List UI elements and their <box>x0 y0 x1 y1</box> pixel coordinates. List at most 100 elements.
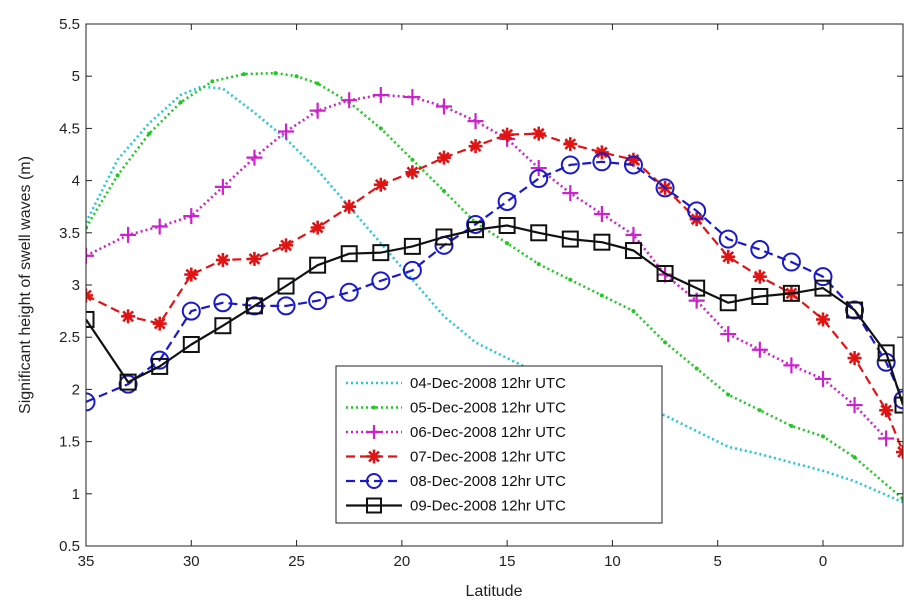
data-point <box>147 131 152 136</box>
data-point <box>847 351 862 366</box>
legend-label: 05-Dec-2008 12hr UTC <box>410 400 566 417</box>
data-point <box>852 455 857 460</box>
data-point <box>467 113 484 130</box>
data-point <box>315 81 320 86</box>
data-point <box>789 423 794 428</box>
y-tick-label: 4.5 <box>59 120 80 137</box>
data-point <box>86 247 94 264</box>
data-point <box>687 201 707 221</box>
ticks-layer: 35 30 25 20 15 10 5 0 0.5 1 1.5 2 2.5 3 3.5 4 4.5 5 5.5 <box>59 16 903 570</box>
data-point <box>782 284 800 302</box>
data-point <box>247 251 262 266</box>
data-point <box>593 206 610 223</box>
y-tick-label: 1 <box>72 486 80 503</box>
series-1 <box>86 85 903 504</box>
data-point <box>623 155 643 175</box>
data-point <box>694 366 699 371</box>
data-point <box>625 226 642 243</box>
x-tick-label: 20 <box>394 553 411 570</box>
data-point <box>120 226 137 243</box>
data-point <box>505 241 510 246</box>
y-tick-label: 5.5 <box>59 16 80 33</box>
data-point <box>152 316 167 331</box>
data-point <box>119 373 137 391</box>
data-point <box>276 296 296 316</box>
data-point <box>497 191 517 211</box>
data-point <box>341 92 358 109</box>
data-point <box>688 279 706 297</box>
series-line <box>86 160 903 403</box>
data-point <box>563 137 578 152</box>
data-point <box>366 473 382 489</box>
data-point <box>846 397 863 414</box>
data-point <box>404 89 421 106</box>
series-4 <box>86 126 903 460</box>
data-point <box>182 336 200 354</box>
legend-item: 07-Dec-2008 12hr UTC <box>346 449 566 466</box>
data-point <box>278 123 295 140</box>
data-point <box>115 173 120 178</box>
x-tick-label: 30 <box>183 553 200 570</box>
x-tick-label: 25 <box>288 553 305 570</box>
legend-label: 07-Dec-2008 12hr UTC <box>410 449 566 466</box>
data-point <box>86 288 93 303</box>
series-2 <box>86 71 903 502</box>
data-point <box>467 221 485 239</box>
data-point <box>894 396 903 414</box>
legend-label: 06-Dec-2008 12hr UTC <box>410 424 566 441</box>
data-point <box>631 309 636 314</box>
series-line <box>86 85 903 504</box>
data-point <box>718 229 738 249</box>
data-point <box>214 317 232 335</box>
series-layer <box>86 71 903 504</box>
data-point <box>815 312 830 327</box>
series-6 <box>86 216 903 414</box>
data-point <box>655 178 675 198</box>
data-point <box>500 127 515 142</box>
data-point <box>877 344 895 362</box>
data-point <box>246 149 263 166</box>
data-point <box>151 218 168 235</box>
y-tick-label: 1.5 <box>59 434 80 451</box>
series-line <box>86 224 903 406</box>
data-point <box>814 279 832 297</box>
y-tick-label: 2.5 <box>59 329 80 346</box>
data-point <box>750 240 770 260</box>
x-tick-label: 10 <box>604 553 621 570</box>
data-point <box>366 497 382 514</box>
legend-item: 05-Dec-2008 12hr UTC <box>346 400 566 417</box>
data-point <box>719 294 737 312</box>
data-point <box>372 86 389 103</box>
y-tick-label: 4 <box>72 173 80 190</box>
data-point <box>593 233 611 251</box>
data-point <box>530 224 548 242</box>
data-point <box>340 245 358 263</box>
y-tick-label: 2 <box>72 381 80 398</box>
data-point <box>279 238 294 253</box>
series-line <box>86 71 903 500</box>
series-line <box>86 93 888 440</box>
data-point <box>308 291 328 311</box>
data-point <box>896 445 903 460</box>
data-point <box>624 242 642 260</box>
y-tick-label: 5 <box>72 68 80 85</box>
legend-item: 09-Dec-2008 12hr UTC <box>346 497 566 515</box>
data-point <box>183 208 200 225</box>
data-point <box>181 301 201 321</box>
data-point <box>178 100 183 105</box>
data-point <box>561 230 579 248</box>
data-point <box>878 430 895 447</box>
legend-box <box>335 365 663 524</box>
data-point <box>813 267 833 287</box>
data-point <box>310 220 325 235</box>
data-point <box>241 72 246 77</box>
legend: 04-Dec-2008 12hr UTC 05-Dec-2008 12hr UTC… <box>335 365 663 524</box>
data-point <box>536 262 541 267</box>
data-point <box>372 405 376 410</box>
data-point <box>86 392 96 412</box>
data-point <box>531 126 546 141</box>
data-point <box>814 370 831 387</box>
data-point <box>879 403 894 418</box>
data-point <box>294 74 299 79</box>
